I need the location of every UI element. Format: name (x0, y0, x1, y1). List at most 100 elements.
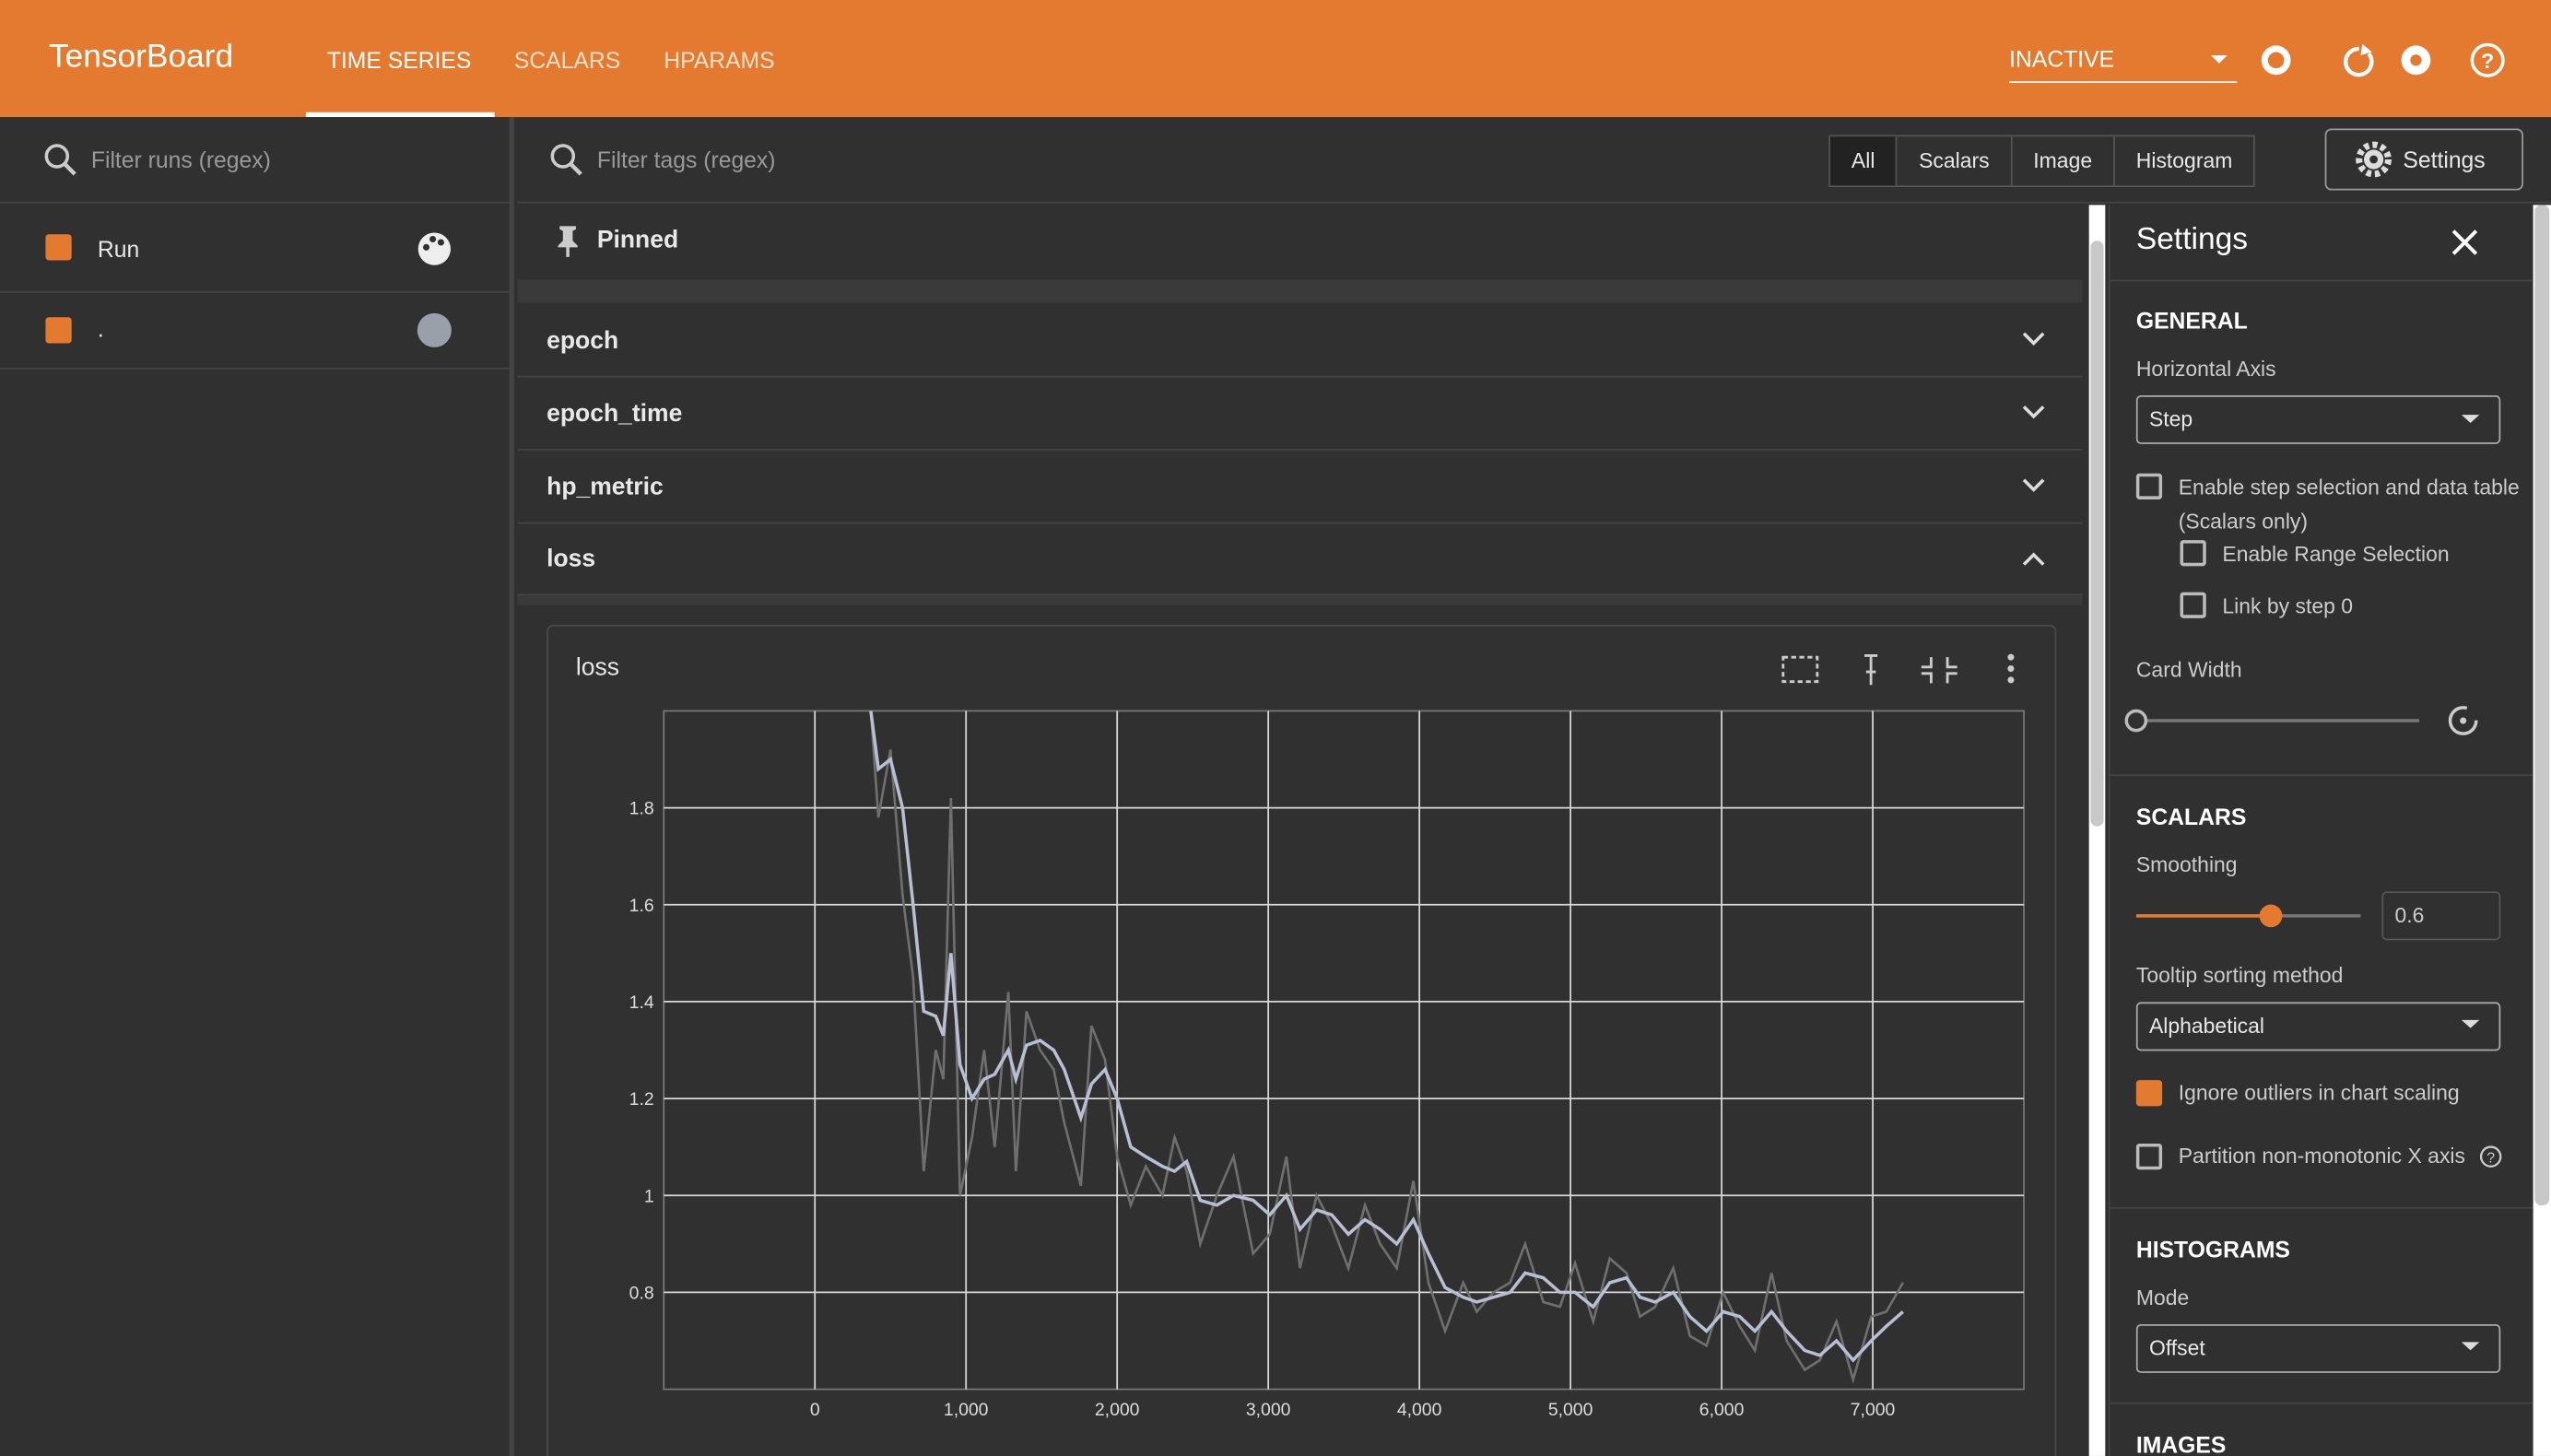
tab[interactable]: SCALARS (513, 47, 621, 74)
runs-filter[interactable]: Filter runs (regex) (90, 146, 271, 173)
x-tick-label: 4,000 (1397, 1400, 1442, 1420)
y-tick-label: 1.2 (629, 1089, 654, 1110)
settings-button-label: Settings (2403, 146, 2486, 173)
checkbox[interactable] (45, 234, 72, 261)
pin-icon (558, 226, 578, 257)
field-label: Mode (2135, 1285, 2190, 1310)
x-tick-label: 6,000 (1699, 1400, 1745, 1420)
search-icon (44, 144, 76, 176)
divider (517, 279, 2083, 303)
search-icon (550, 144, 582, 176)
filter-button[interactable]: Histogram (2135, 147, 2233, 173)
filter-button[interactable]: Scalars (1898, 136, 2013, 186)
option-label: (Scalars only) (2178, 509, 2309, 534)
section-title: HISTOGRAMS (2135, 1236, 2290, 1262)
divider (517, 201, 2551, 204)
checkbox[interactable] (2135, 1080, 2163, 1107)
status-select[interactable]: INACTIVE (2009, 45, 2238, 84)
palette-icon[interactable] (417, 231, 453, 267)
checkbox[interactable] (2180, 540, 2206, 567)
runs-header: Run (97, 235, 140, 263)
y-tick-label: 1.8 (629, 799, 654, 819)
group-header[interactable]: epoch_time (517, 379, 2083, 451)
option-label: Link by step 0 (2222, 593, 2354, 618)
group-header[interactable]: hp_metric (517, 452, 2083, 524)
y-tick-label: 0.8 (629, 1283, 654, 1303)
option-label: Partition non-monotonic X axis (2178, 1144, 2465, 1168)
series-line (869, 710, 1905, 1363)
x-tick-label: 5,000 (1548, 1400, 1593, 1420)
slider-thumb (2259, 904, 2283, 928)
divider (0, 367, 510, 370)
group-header[interactable]: loss (517, 523, 2083, 596)
divider (2108, 774, 2533, 777)
tab[interactable]: TIME SERIES (326, 47, 472, 74)
series-line (869, 710, 1905, 1384)
scrollbar (2533, 205, 2551, 1456)
filter-button[interactable]: All (1829, 136, 1899, 186)
divider (2108, 1402, 2533, 1404)
y-tick-label: 1.4 (629, 992, 654, 1013)
field-label: Tooltip sorting method (2135, 963, 2344, 988)
help-icon[interactable]: ? (2478, 1144, 2504, 1169)
type-filter: All Scalars Image Histogram (1828, 135, 2256, 188)
svg-text:?: ? (2481, 49, 2494, 73)
select[interactable]: Step (2135, 394, 2501, 444)
checkbox[interactable] (2135, 1144, 2163, 1170)
checkbox[interactable] (2135, 473, 2163, 499)
chevrons[interactable] (2017, 325, 2050, 585)
settings-panel (2108, 205, 2551, 1456)
settings-title: Settings (2135, 222, 2249, 257)
option-label: Enable step selection and data table (2178, 475, 2520, 499)
filter-button[interactable]: Image (2012, 136, 2115, 186)
x-tick-label: 7,000 (1851, 1400, 1896, 1420)
app-title: TensorBoard (48, 39, 234, 76)
checkbox[interactable] (45, 317, 72, 344)
card-actions[interactable] (1780, 651, 2033, 689)
y-tick-label: 1 (644, 1186, 654, 1206)
divider (2108, 1206, 2533, 1209)
select[interactable]: Alphabetical (2135, 1002, 2501, 1051)
card-width-slider[interactable] (2123, 703, 2498, 742)
scrollbar (2088, 205, 2106, 1456)
section-title: SCALARS (2135, 804, 2247, 830)
x-tick-label: 1,000 (944, 1400, 989, 1420)
run-name: . (97, 315, 104, 342)
card-title: loss (575, 653, 620, 682)
divider (0, 201, 510, 204)
gear-icon (2356, 141, 2392, 178)
plot-area (663, 710, 2025, 1391)
tags-filter[interactable]: Filter tags (regex) (596, 146, 776, 173)
tab[interactable]: HPARAMS (664, 47, 775, 74)
group-header[interactable]: epoch (517, 306, 2083, 378)
field-label: Card Width (2135, 657, 2242, 682)
x-tick-label: 3,000 (1246, 1400, 1291, 1420)
section-title: GENERAL (2135, 307, 2248, 334)
x-tick-label: 0 (810, 1400, 820, 1420)
pinned-header: Pinned (596, 226, 679, 254)
field-label: Smoothing (2135, 852, 2238, 877)
smoothing-input[interactable]: 0.6 (2381, 891, 2501, 941)
option-label: Ignore outliers in chart scaling (2178, 1080, 2460, 1105)
toolbar-icons[interactable]: ? (2255, 39, 2515, 81)
divider (0, 290, 510, 293)
smoothing-slider[interactable] (2135, 899, 2364, 932)
select-arrows (2461, 415, 2480, 1351)
option-label: Enable Range Selection (2222, 541, 2450, 567)
svg-text:?: ? (2486, 1150, 2495, 1166)
settings-button[interactable] (2324, 128, 2523, 191)
select[interactable]: Offset (2135, 1323, 2501, 1373)
run-color[interactable] (417, 312, 453, 348)
divider (517, 595, 2083, 605)
line-chart: 0.8 1 1.2 1.4 1.6 1.8 0 1,000 2,000 3,000 4,000 5,0… (629, 710, 2025, 1420)
section-title: IMAGES (2135, 1431, 2227, 1456)
close-icon[interactable] (2451, 228, 2480, 257)
field-label: Horizontal Axis (2135, 356, 2276, 382)
checkbox[interactable] (2180, 592, 2206, 618)
divider (2108, 279, 2533, 282)
y-tick-label: 1.6 (629, 896, 654, 916)
tab-indicator (305, 112, 495, 118)
x-tick-label: 2,000 (1095, 1400, 1140, 1420)
